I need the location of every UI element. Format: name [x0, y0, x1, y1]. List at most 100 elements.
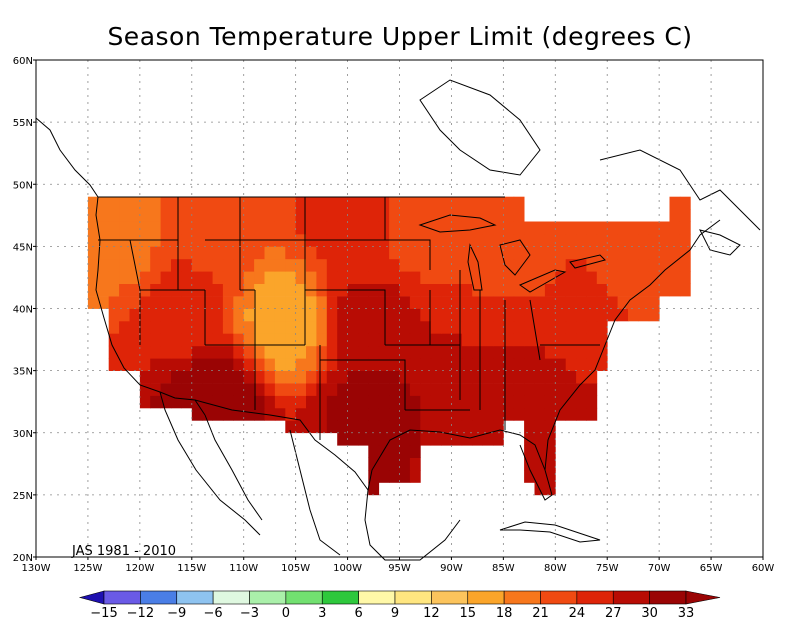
- field-cell: [222, 383, 234, 396]
- field-cell: [555, 358, 567, 371]
- field-cell: [482, 258, 494, 272]
- field-cell: [295, 383, 307, 396]
- field-cell: [87, 296, 99, 309]
- field-cell: [441, 271, 452, 284]
- field-cell: [441, 296, 452, 309]
- field-cell: [285, 333, 297, 347]
- field-cell: [409, 345, 421, 359]
- field-cell: [119, 221, 130, 235]
- field-cell: [451, 432, 463, 446]
- field-cell: [420, 258, 432, 272]
- field-cell: [306, 221, 317, 235]
- field-cell: [472, 308, 483, 322]
- field-cell: [326, 258, 338, 272]
- field-cell: [306, 383, 317, 396]
- field-cell: [679, 221, 691, 235]
- field-cell: [254, 308, 265, 322]
- field-cell: [119, 258, 130, 272]
- field-cell: [233, 221, 245, 235]
- field-cell: [285, 221, 297, 235]
- field-cell: [534, 445, 546, 458]
- field-cell: [212, 333, 224, 347]
- field-cell: [264, 308, 276, 322]
- field-cell: [544, 395, 556, 409]
- field-cell: [482, 383, 494, 396]
- field-cell: [648, 283, 660, 297]
- field-cell: [358, 271, 369, 284]
- field-cell: [233, 383, 245, 396]
- field-cell: [326, 196, 338, 210]
- mexico-gulf-coast: [364, 489, 461, 561]
- field-cell: [451, 271, 463, 284]
- field-cell: [576, 370, 587, 384]
- field-cell: [430, 333, 442, 347]
- field-cell: [617, 258, 629, 272]
- field-cell: [430, 308, 442, 322]
- field-cell: [482, 233, 494, 247]
- field-cell: [254, 209, 265, 222]
- coastline-and-borders: [35, 79, 761, 561]
- field-cell: [503, 358, 515, 371]
- longitude-tick-label: 100W: [333, 563, 362, 574]
- field-cell: [576, 308, 587, 322]
- field-cell: [222, 246, 234, 260]
- field-cell: [222, 358, 234, 371]
- field-cell: [648, 246, 660, 260]
- field-cell: [181, 246, 193, 260]
- field-cell: [607, 246, 618, 260]
- field-cell: [534, 395, 546, 409]
- field-cell: [285, 209, 297, 222]
- field-cell: [534, 258, 546, 272]
- field-cell: [482, 308, 494, 322]
- field-cell: [451, 283, 463, 297]
- field-cell: [337, 320, 348, 334]
- field-cell: [326, 407, 338, 421]
- field-cell: [274, 196, 286, 210]
- field-cell: [139, 246, 151, 260]
- field-cell: [358, 258, 369, 272]
- field-cell: [472, 209, 483, 222]
- field-cell: [368, 420, 380, 434]
- field-cell: [108, 308, 120, 322]
- field-cell: [119, 345, 130, 359]
- field-cell: [503, 407, 515, 421]
- field-cell: [222, 209, 234, 222]
- field-cell: [150, 333, 161, 347]
- field-cell: [191, 296, 203, 309]
- lake-michigan: [467, 243, 483, 291]
- field-cell: [243, 258, 255, 272]
- field-cell: [648, 258, 660, 272]
- field-cell: [368, 246, 380, 260]
- field-cell: [576, 258, 587, 272]
- field-cell: [617, 233, 629, 247]
- field-cell: [119, 196, 130, 210]
- field-cell: [586, 233, 598, 247]
- field-cell: [461, 358, 473, 371]
- field-cell: [139, 271, 151, 284]
- field-cell: [555, 296, 567, 309]
- field-cell: [212, 221, 224, 235]
- field-cell: [368, 308, 380, 322]
- field-cell: [565, 370, 577, 384]
- field-cell: [628, 233, 639, 247]
- field-cell: [306, 395, 317, 409]
- field-cell: [565, 221, 577, 235]
- field-cell: [108, 333, 120, 347]
- field-cell: [87, 246, 99, 260]
- field-cell: [306, 358, 317, 371]
- field-cell: [326, 320, 338, 334]
- field-cell: [171, 246, 182, 260]
- field-cell: [524, 221, 535, 235]
- field-cell: [544, 246, 556, 260]
- field-cell: [461, 407, 473, 421]
- field-cell: [679, 209, 691, 222]
- field-cell: [513, 383, 525, 396]
- field-cell: [420, 246, 432, 260]
- field-cell: [285, 308, 297, 322]
- field-cell: [586, 345, 598, 359]
- field-cell: [202, 296, 213, 309]
- field-cell: [295, 308, 307, 322]
- field-cell: [119, 271, 130, 284]
- latitude-tick-label: 30N: [13, 429, 33, 440]
- field-cell: [171, 296, 182, 309]
